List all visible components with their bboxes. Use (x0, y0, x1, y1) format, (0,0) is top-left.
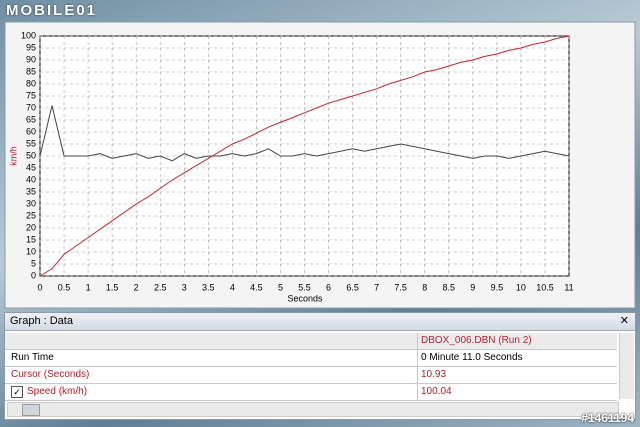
panel-header: Graph : Data ✕ (5, 313, 635, 331)
x-tick-label: 2 (134, 282, 139, 292)
y-tick-label: 85 (26, 66, 36, 76)
x-tick-label: 3.5 (202, 282, 215, 292)
cell: Cursor (Seconds) (11, 369, 90, 380)
y-tick-label: 100 (21, 30, 36, 40)
close-button[interactable]: ✕ (619, 315, 629, 327)
y-tick-label: 15 (26, 234, 36, 244)
x-tick-label: 11 (564, 282, 573, 292)
y-tick-label: 75 (26, 90, 36, 100)
table-header: DBOX_006.DBN (Run 2) (5, 333, 617, 350)
data-line (39, 35, 570, 277)
panel-title: Graph : Data (10, 315, 73, 327)
cell: Run Time (11, 352, 54, 363)
x-tick-label: 9 (470, 282, 475, 292)
checkbox[interactable]: ✓ (11, 386, 23, 398)
x-tick-label: 5.5 (298, 282, 311, 292)
data-line (39, 105, 570, 162)
table-row: ✓ Speed (km/h) 100.04 (5, 384, 617, 401)
x-tick-label: 6 (326, 282, 331, 292)
y-tick-label: 40 (26, 174, 36, 184)
x-axis-label: Seconds (287, 293, 323, 303)
y-tick-label: 65 (26, 114, 36, 124)
y-tick-label: 70 (26, 102, 36, 112)
y-tick-label: 90 (26, 54, 36, 64)
y-tick-label: 10 (26, 246, 36, 256)
y-tick-label: 50 (26, 150, 36, 160)
x-tick-label: 3 (182, 282, 187, 292)
x-tick-label: 1.5 (106, 282, 119, 292)
table-row: Run Time 0 Minute 11.0 Seconds (5, 350, 617, 367)
vertical-scrollbar[interactable] (619, 333, 634, 399)
y-tick-label: 95 (26, 42, 36, 52)
cell: 10.93 (417, 367, 621, 383)
y-tick-label: 0 (31, 270, 36, 280)
cell: Speed (km/h) (27, 386, 88, 397)
x-tick-label: 9.5 (491, 282, 504, 292)
y-tick-label: 60 (26, 126, 36, 136)
y-tick-label: 35 (26, 186, 36, 196)
x-tick-label: 4.5 (250, 282, 263, 292)
x-tick-label: 4 (230, 282, 235, 292)
scroll-thumb[interactable] (22, 404, 40, 416)
cell: 100.04 (417, 384, 621, 400)
y-tick-label: 80 (26, 78, 36, 88)
x-tick-label: 5 (278, 282, 283, 292)
id-tag: #1461194 (581, 411, 634, 425)
data-panel: Graph : Data ✕ DBOX_006.DBN (Run 2) Run T… (4, 312, 636, 420)
x-tick-label: 1 (86, 282, 91, 292)
x-tick-label: 7 (374, 282, 379, 292)
x-tick-label: 7.5 (394, 282, 407, 292)
cell: 0 Minute 11.0 Seconds (417, 350, 621, 366)
y-tick-label: 30 (26, 198, 36, 208)
y-axis-label: km/h (8, 146, 18, 166)
x-tick-label: 2.5 (154, 282, 167, 292)
y-tick-label: 55 (26, 138, 36, 148)
table-row: Cursor (Seconds) 10.93 (5, 367, 617, 384)
x-tick-label: 0 (37, 282, 42, 292)
x-tick-label: 0.5 (58, 282, 71, 292)
x-tick-label: 6.5 (346, 282, 359, 292)
x-tick-label: 10.5 (536, 282, 554, 292)
x-tick-label: 10 (516, 282, 526, 292)
x-tick-label: 8 (422, 282, 427, 292)
y-tick-label: 25 (26, 210, 36, 220)
y-tick-label: 45 (26, 162, 36, 172)
horizontal-scrollbar[interactable] (7, 402, 619, 417)
x-tick-label: 8.5 (443, 282, 456, 292)
y-tick-label: 5 (31, 258, 36, 268)
chart: km/h Seconds 051015202530354045505560657… (4, 21, 636, 309)
watermark: MOBILE01 (6, 2, 98, 19)
column-header: DBOX_006.DBN (Run 2) (417, 333, 621, 349)
y-tick-label: 20 (26, 222, 36, 232)
